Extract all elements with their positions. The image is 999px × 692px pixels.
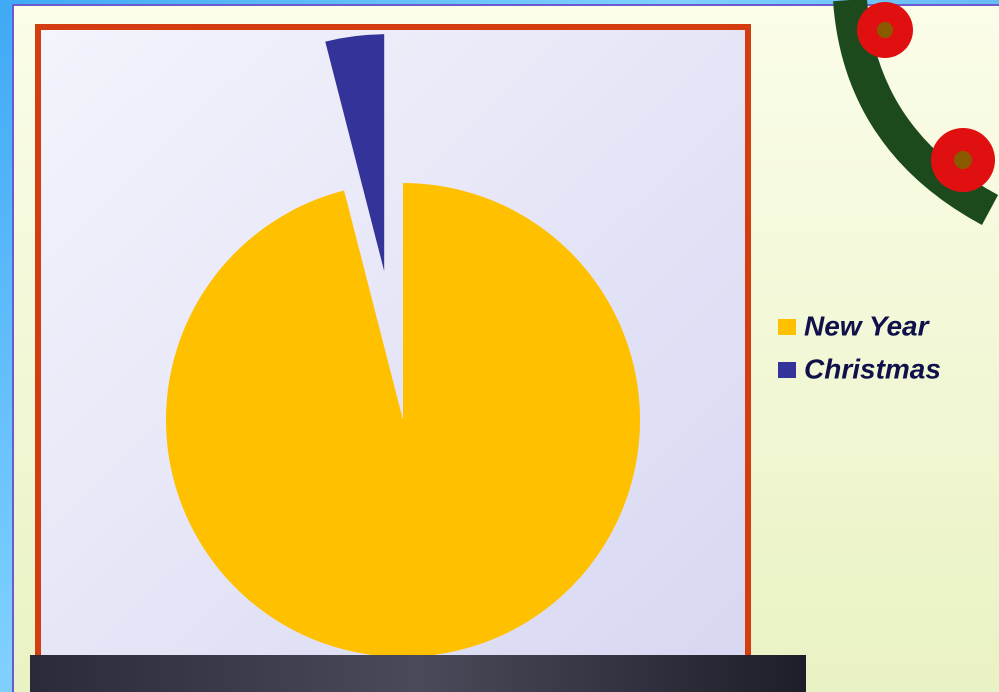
legend: New Year Christmas — [778, 310, 941, 384]
legend-swatch — [778, 319, 796, 335]
pie-slice — [165, 183, 640, 657]
legend-swatch — [778, 362, 796, 378]
wreath-decoration — [833, 0, 999, 225]
legend-label: Christmas — [804, 353, 941, 384]
pie-slice — [325, 34, 385, 272]
pie — [165, 34, 640, 657]
legend-label: New Year — [804, 310, 931, 341]
decorative-image-strip — [30, 655, 806, 692]
